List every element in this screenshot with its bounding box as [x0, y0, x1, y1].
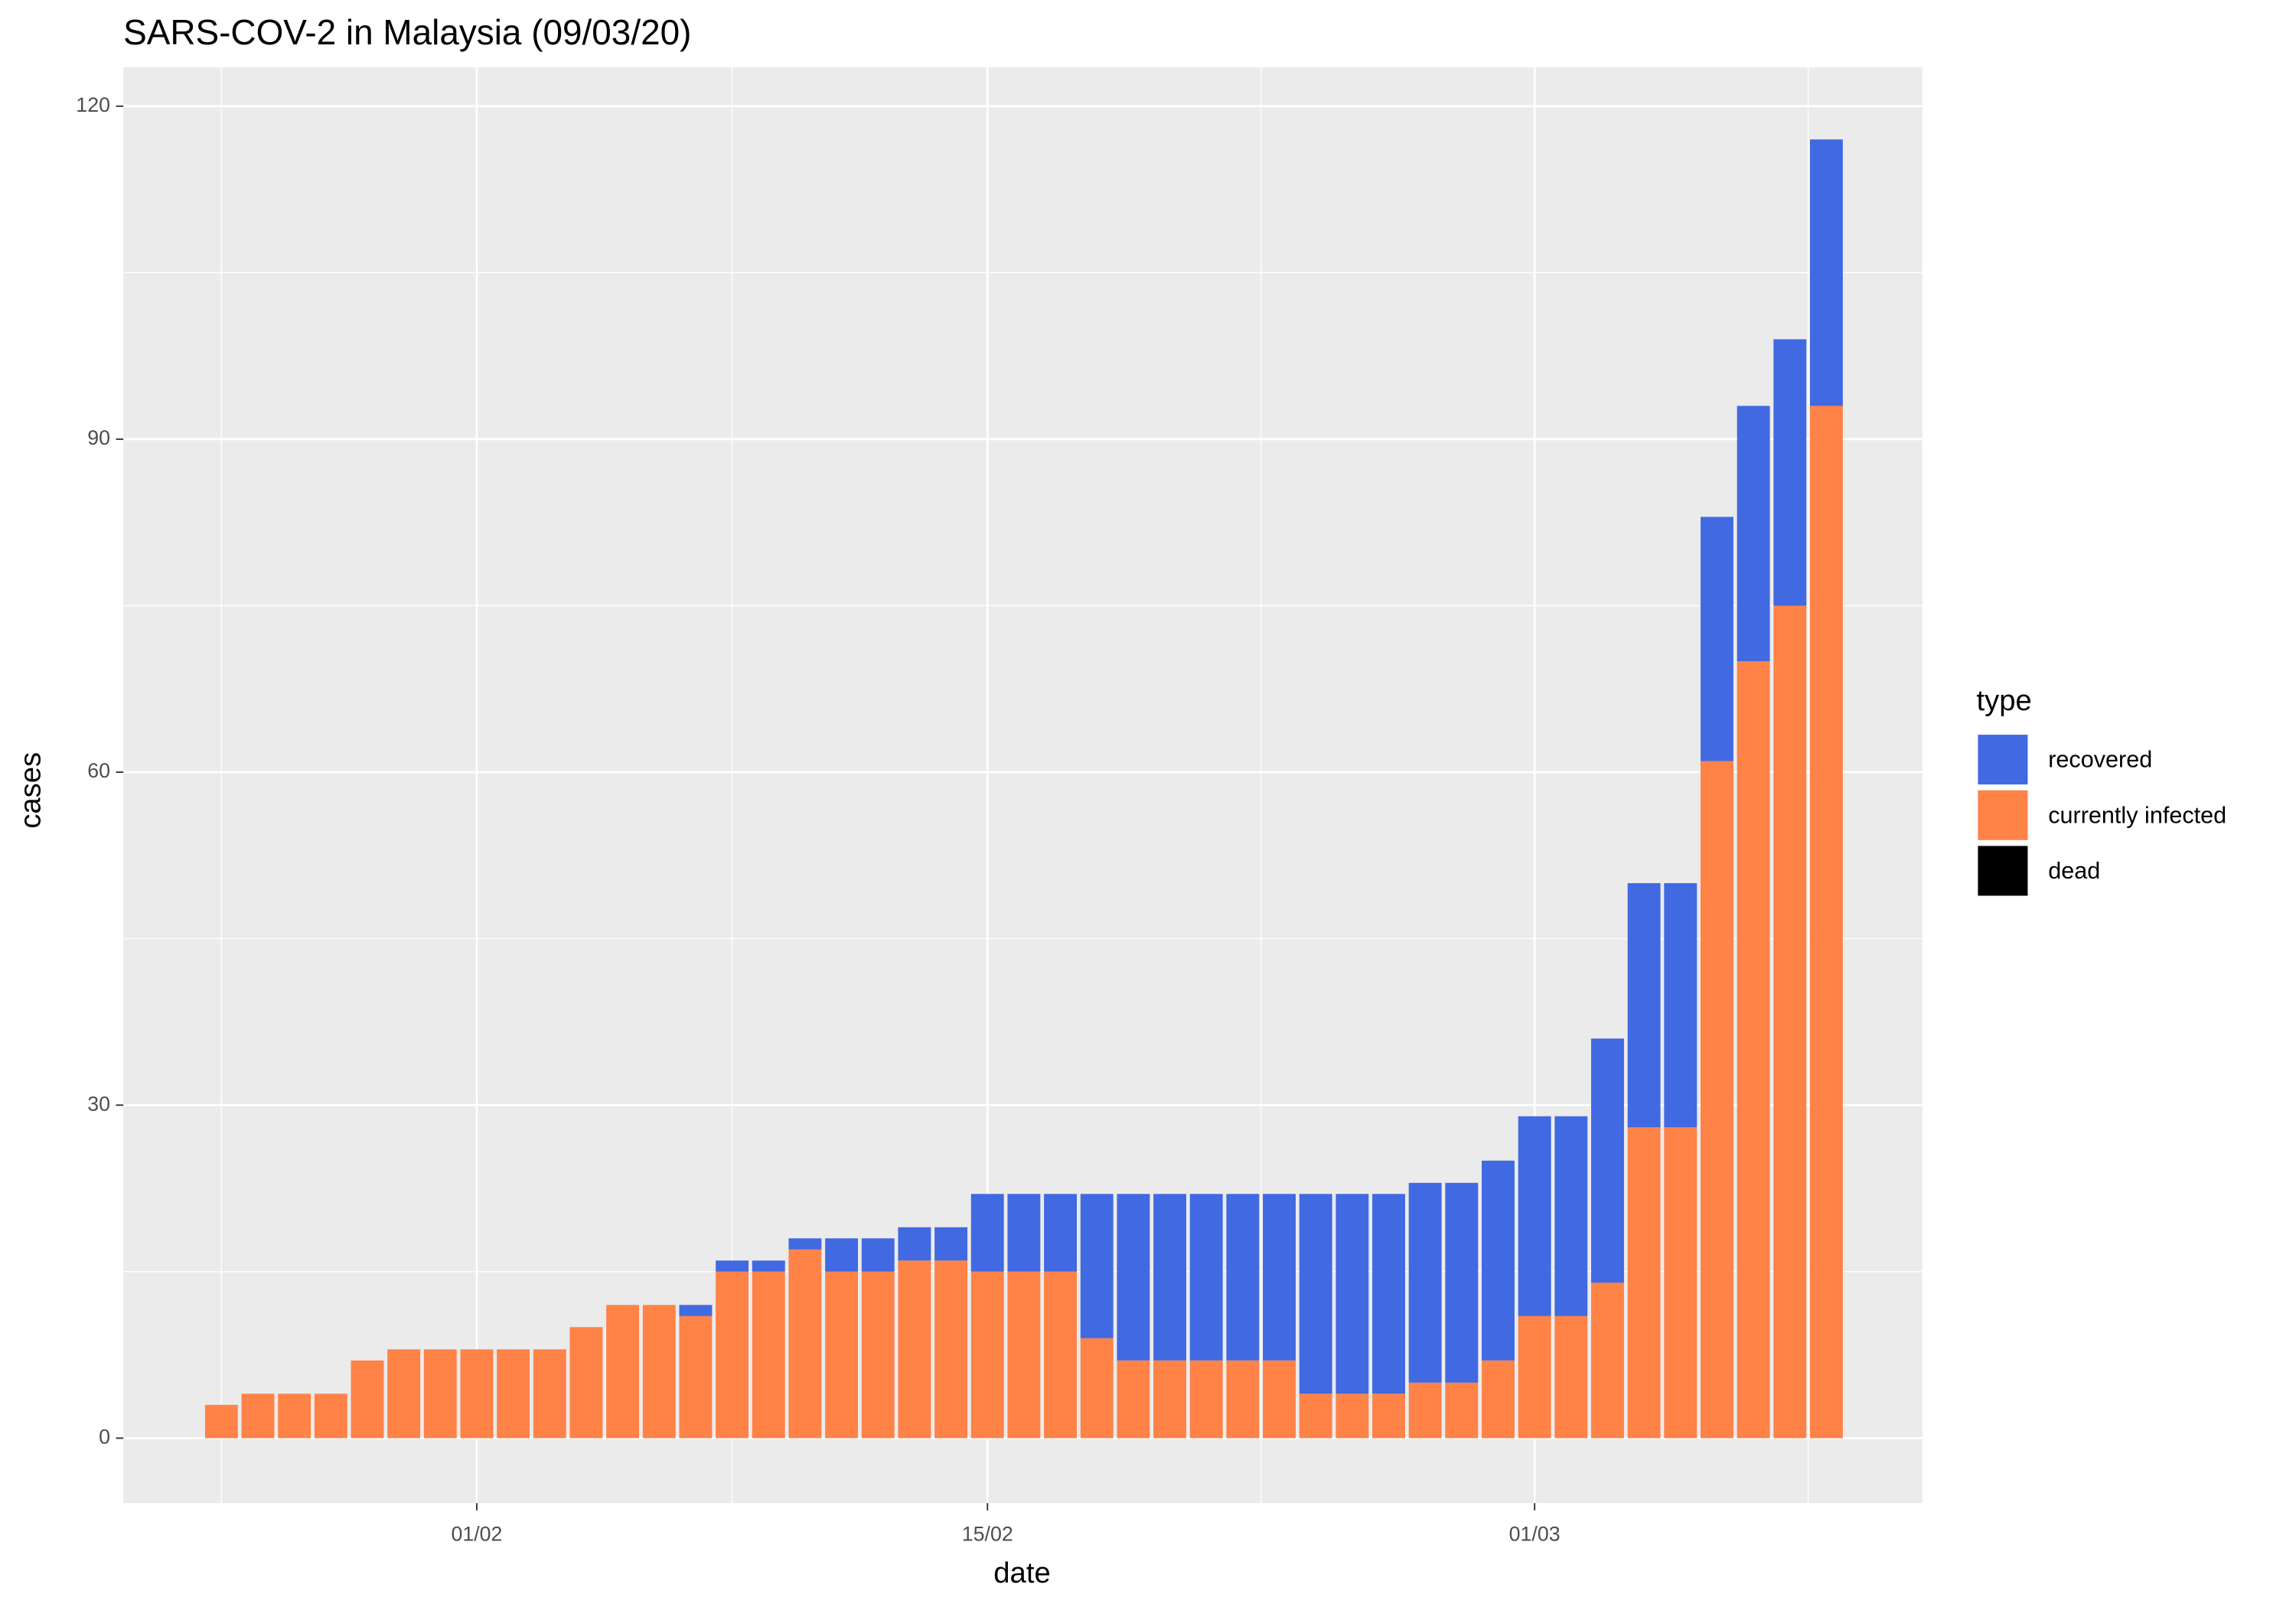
bar-segment — [278, 1393, 311, 1439]
bar-segment — [1627, 883, 1661, 1128]
bar-segment — [1372, 1194, 1405, 1394]
y-tick-label: 120 — [76, 93, 110, 116]
bar-segment — [1189, 1194, 1223, 1361]
bar-segment — [1080, 1194, 1114, 1338]
bar-segment — [1189, 1360, 1223, 1439]
bar-segment — [861, 1271, 895, 1439]
bar-segment — [1117, 1360, 1150, 1439]
bar-segment — [1482, 1360, 1515, 1439]
bar-segment — [1773, 605, 1807, 1439]
bar-segment — [423, 1349, 457, 1439]
bar-segment — [934, 1227, 968, 1261]
bar-segment — [1591, 1283, 1624, 1439]
bar-segment — [679, 1305, 713, 1316]
bar-segment — [1482, 1160, 1515, 1361]
bar-segment — [1701, 517, 1733, 761]
bar-segment — [752, 1260, 785, 1272]
legend-label: dead — [2048, 858, 2100, 884]
bar-segment — [716, 1260, 749, 1272]
y-tick-label: 60 — [87, 759, 110, 782]
bar-segment — [1080, 1338, 1114, 1439]
x-tick-label: 01/02 — [451, 1522, 502, 1545]
bar-segment — [970, 1194, 1004, 1272]
bar-segment — [460, 1349, 494, 1439]
bar-segment — [825, 1238, 859, 1272]
bar-segment — [1554, 1315, 1588, 1439]
bar-segment — [1627, 1127, 1661, 1439]
legend-swatch — [1978, 735, 2028, 785]
x-tick-label: 15/02 — [962, 1522, 1013, 1545]
bar-segment — [788, 1249, 822, 1439]
bar-segment — [1044, 1194, 1077, 1272]
bar-segment — [1518, 1116, 1551, 1316]
bar-segment — [1664, 1127, 1698, 1439]
bar-segment — [1153, 1194, 1186, 1361]
bar-segment — [1336, 1194, 1369, 1394]
bar-segment — [788, 1238, 822, 1250]
bar-segment — [1007, 1194, 1041, 1272]
bar-segment — [1299, 1393, 1332, 1439]
y-tick-label: 90 — [87, 426, 110, 449]
bar-segment — [898, 1227, 931, 1261]
bar-segment — [1518, 1315, 1551, 1439]
bar-segment — [1408, 1382, 1442, 1439]
y-axis-title: cases — [15, 752, 47, 829]
bar-segment — [314, 1393, 347, 1439]
bar-segment — [642, 1305, 676, 1439]
bar-segment — [387, 1349, 421, 1439]
bar-segment — [606, 1305, 640, 1439]
bar-segment — [1737, 406, 1770, 661]
bar-segment — [1372, 1393, 1405, 1439]
bar-segment — [1226, 1360, 1260, 1439]
bar-segment — [898, 1260, 931, 1439]
bar-segment — [1445, 1182, 1479, 1383]
chart-title: SARS-COV-2 in Malaysia (09/03/20) — [123, 12, 691, 52]
bar-segment — [1007, 1271, 1041, 1439]
bar-segment — [970, 1271, 1004, 1439]
x-tick-label: 01/03 — [1509, 1522, 1561, 1545]
bar-segment — [569, 1327, 603, 1439]
bar-segment — [752, 1271, 785, 1439]
legend-label: recovered — [2048, 747, 2152, 773]
bar-segment — [1737, 660, 1770, 1439]
legend-label: currently infected — [2048, 802, 2226, 828]
legend-swatch — [1978, 846, 2028, 896]
bars — [204, 139, 1843, 1439]
bar-segment — [1044, 1271, 1077, 1439]
bar-segment — [1226, 1194, 1260, 1361]
bar-segment — [1664, 883, 1698, 1128]
bar-segment — [1809, 139, 1843, 406]
bar-segment — [1445, 1382, 1479, 1439]
bar-segment — [1591, 1038, 1624, 1283]
bar-segment — [497, 1349, 530, 1439]
y-tick-label: 0 — [99, 1425, 110, 1448]
bar-segment — [1554, 1116, 1588, 1316]
bar-segment — [679, 1315, 713, 1439]
x-axis-title: date — [993, 1556, 1050, 1589]
bar-segment — [241, 1393, 275, 1439]
bar-segment — [1408, 1182, 1442, 1383]
bar-segment — [716, 1271, 749, 1439]
bar-segment — [204, 1404, 238, 1439]
bar-segment — [1153, 1360, 1186, 1439]
legend-title: type — [1977, 684, 2032, 717]
bar-segment — [533, 1349, 566, 1439]
y-tick-label: 30 — [87, 1092, 110, 1115]
bar-segment — [1299, 1194, 1332, 1394]
bar-segment — [1263, 1194, 1296, 1361]
bar-segment — [1701, 761, 1733, 1439]
bar-segment — [825, 1271, 859, 1439]
bar-segment — [934, 1260, 968, 1439]
bar-segment — [1117, 1194, 1150, 1361]
legend-swatch — [1978, 790, 2028, 840]
bar-segment — [1336, 1393, 1369, 1439]
bar-segment — [1773, 339, 1807, 606]
bar-segment — [351, 1360, 384, 1439]
bar-segment — [1809, 406, 1843, 1439]
bar-segment — [861, 1238, 895, 1272]
bar-segment — [1263, 1360, 1296, 1439]
